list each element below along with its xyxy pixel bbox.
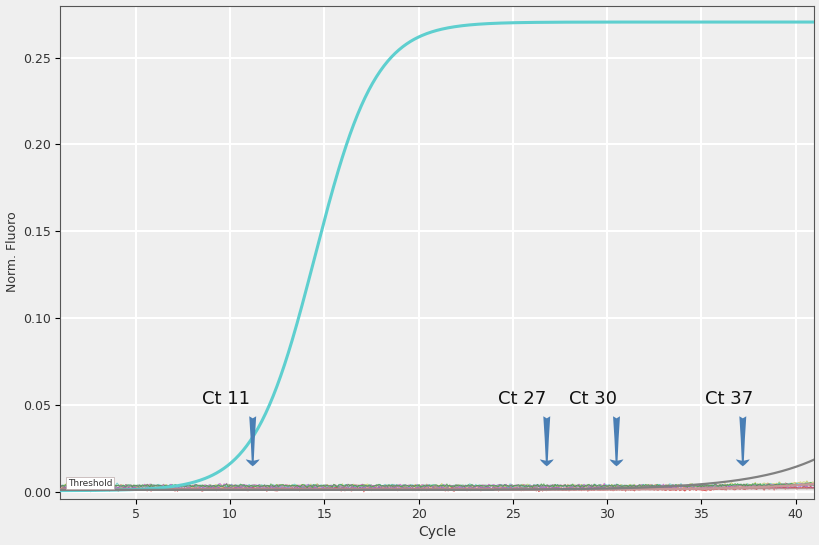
Y-axis label: Norm. Fluoro: Norm. Fluoro bbox=[6, 212, 19, 292]
X-axis label: Cycle: Cycle bbox=[418, 525, 456, 540]
Text: Ct 27: Ct 27 bbox=[497, 390, 545, 408]
Text: Ct 11: Ct 11 bbox=[201, 390, 250, 408]
Text: Threshold: Threshold bbox=[68, 479, 112, 488]
Text: Ct 37: Ct 37 bbox=[704, 390, 753, 408]
Text: Ct 30: Ct 30 bbox=[568, 390, 617, 408]
